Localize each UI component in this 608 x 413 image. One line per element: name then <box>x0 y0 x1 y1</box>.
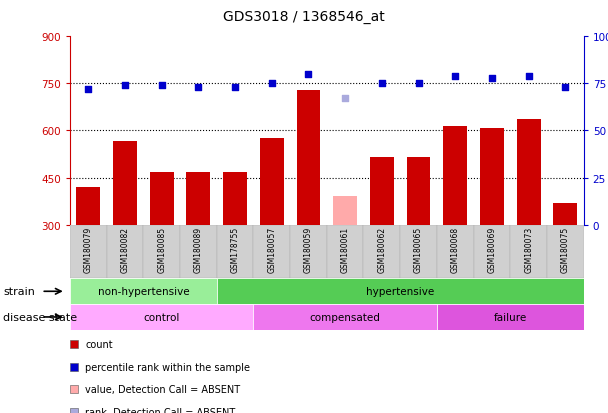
Text: GSM180059: GSM180059 <box>304 227 313 273</box>
Bar <box>254 225 290 279</box>
Bar <box>364 225 400 279</box>
Bar <box>437 304 584 330</box>
Bar <box>260 139 284 319</box>
Text: GSM180089: GSM180089 <box>194 227 203 273</box>
Bar <box>437 225 474 279</box>
Bar <box>510 225 547 279</box>
Point <box>487 75 497 82</box>
Point <box>230 85 240 91</box>
Text: GSM180068: GSM180068 <box>451 227 460 273</box>
Bar <box>113 142 137 319</box>
Point <box>523 74 533 80</box>
Bar <box>553 204 577 319</box>
Bar <box>143 225 180 279</box>
Bar <box>70 304 254 330</box>
Bar <box>223 173 247 319</box>
Point <box>340 96 350 102</box>
Bar <box>150 173 174 319</box>
Text: failure: failure <box>494 312 527 322</box>
Point <box>377 81 387 88</box>
Text: GSM180065: GSM180065 <box>414 227 423 273</box>
Bar <box>370 158 394 319</box>
Point <box>413 81 423 88</box>
Bar <box>480 128 504 319</box>
Bar <box>187 173 210 319</box>
Point <box>83 86 93 93</box>
Point <box>303 71 313 78</box>
Point <box>120 83 130 89</box>
Text: count: count <box>85 339 112 349</box>
Text: GSM180061: GSM180061 <box>340 227 350 273</box>
Text: GSM180085: GSM180085 <box>157 227 166 273</box>
Bar <box>547 225 584 279</box>
Text: control: control <box>143 312 180 322</box>
Text: GSM180062: GSM180062 <box>378 227 386 273</box>
Bar <box>333 197 357 319</box>
Text: disease state: disease state <box>3 312 77 322</box>
Text: value, Detection Call = ABSENT: value, Detection Call = ABSENT <box>85 385 240 394</box>
Text: GSM180073: GSM180073 <box>524 227 533 273</box>
Bar <box>70 279 216 304</box>
Bar <box>77 188 100 319</box>
Point <box>561 85 570 91</box>
Bar <box>70 225 106 279</box>
Text: percentile rank within the sample: percentile rank within the sample <box>85 362 250 372</box>
Bar <box>216 279 584 304</box>
Bar <box>297 90 320 319</box>
Bar <box>327 225 364 279</box>
Bar <box>407 158 430 319</box>
Bar <box>216 225 254 279</box>
Bar <box>443 126 467 319</box>
Text: strain: strain <box>3 287 35 297</box>
Bar <box>290 225 327 279</box>
Point <box>193 85 203 91</box>
Point <box>451 74 460 80</box>
Text: GSM178755: GSM178755 <box>230 227 240 273</box>
Bar <box>400 225 437 279</box>
Point <box>157 83 167 89</box>
Text: GSM180075: GSM180075 <box>561 227 570 273</box>
Bar <box>474 225 510 279</box>
Text: GSM180057: GSM180057 <box>268 227 276 273</box>
Text: non-hypertensive: non-hypertensive <box>97 287 189 297</box>
Bar <box>254 304 437 330</box>
Text: GSM180082: GSM180082 <box>120 227 130 273</box>
Text: GSM180069: GSM180069 <box>488 227 497 273</box>
Text: rank, Detection Call = ABSENT: rank, Detection Call = ABSENT <box>85 407 235 413</box>
Bar <box>180 225 216 279</box>
Text: GSM180079: GSM180079 <box>84 227 93 273</box>
Point <box>267 81 277 88</box>
Text: GDS3018 / 1368546_at: GDS3018 / 1368546_at <box>223 10 385 24</box>
Text: compensated: compensated <box>309 312 381 322</box>
Text: hypertensive: hypertensive <box>366 287 434 297</box>
Bar <box>106 225 143 279</box>
Bar <box>517 119 541 319</box>
